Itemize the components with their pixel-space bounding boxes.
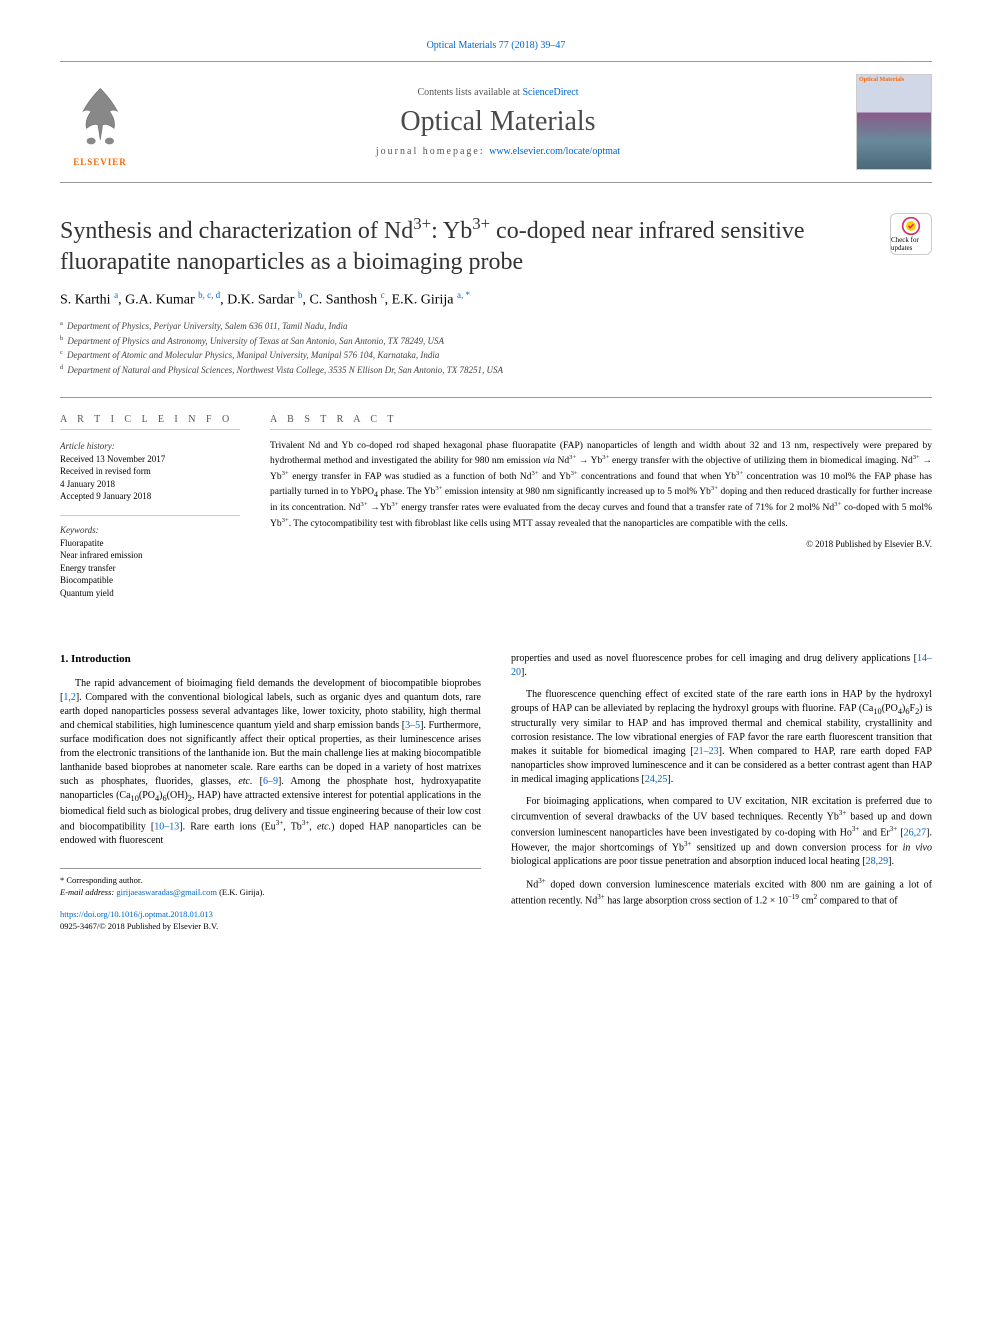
sciencedirect-link[interactable]: ScienceDirect: [522, 87, 578, 98]
abstract-heading: A B S T R A C T: [270, 414, 932, 430]
article-info-sidebar: A R T I C L E I N F O Article history: R…: [60, 414, 240, 612]
authors-line: S. Karthi a, G.A. Kumar b, c, d, D.K. Sa…: [60, 290, 932, 309]
check-updates-badge[interactable]: Check for updates: [890, 213, 932, 255]
journal-cover-thumbnail: Optical Materials: [856, 74, 932, 170]
body-paragraph: For bioimaging applications, when compar…: [511, 795, 932, 869]
body-two-column: 1. Introduction The rapid advancement of…: [60, 652, 932, 933]
affiliation-line: d Department of Natural and Physical Sci…: [60, 363, 932, 378]
contents-line: Contents lists available at ScienceDirec…: [140, 87, 856, 98]
crossmark-icon: [901, 216, 921, 236]
affiliation-line: a Department of Physics, Periyar Univers…: [60, 319, 932, 334]
article-info-heading: A R T I C L E I N F O: [60, 414, 240, 430]
elsevier-label: ELSEVIER: [73, 157, 127, 167]
affiliation-line: b Department of Physics and Astronomy, U…: [60, 334, 932, 349]
history-line: 4 January 2018: [60, 478, 240, 491]
section-1-heading: 1. Introduction: [60, 652, 481, 667]
doi-link[interactable]: https://doi.org/10.1016/j.optmat.2018.01…: [60, 909, 213, 919]
homepage-line: journal homepage: www.elsevier.com/locat…: [140, 146, 856, 157]
body-paragraph: Nd3+ doped down conversion luminescence …: [511, 877, 932, 908]
keyword-line: Near infrared emission: [60, 549, 240, 562]
affiliations-block: a Department of Physics, Periyar Univers…: [60, 319, 932, 377]
body-paragraph: properties and used as novel fluorescenc…: [511, 652, 932, 680]
keyword-line: Fluorapatite: [60, 537, 240, 550]
doi-block: https://doi.org/10.1016/j.optmat.2018.01…: [60, 909, 481, 933]
abstract-copyright: © 2018 Published by Elsevier B.V.: [270, 539, 932, 549]
body-paragraph: The rapid advancement of bioimaging fiel…: [60, 677, 481, 848]
history-line: Received in revised form: [60, 465, 240, 478]
homepage-link[interactable]: www.elsevier.com/locate/optmat: [489, 146, 620, 157]
keywords-label: Keywords:: [60, 524, 240, 537]
abstract-text: Trivalent Nd and Yb co-doped rod shaped …: [270, 440, 932, 531]
left-column: 1. Introduction The rapid advancement of…: [60, 652, 481, 933]
journal-header: ELSEVIER Contents lists available at Sci…: [60, 61, 932, 183]
right-column: properties and used as novel fluorescenc…: [511, 652, 932, 933]
history-line: Accepted 9 January 2018: [60, 490, 240, 503]
keyword-line: Energy transfer: [60, 562, 240, 575]
article-title: Synthesis and characterization of Nd3+: …: [60, 213, 932, 278]
affiliation-line: c Department of Atomic and Molecular Phy…: [60, 348, 932, 363]
history-line: Received 13 November 2017: [60, 453, 240, 466]
citation-header[interactable]: Optical Materials 77 (2018) 39–47: [60, 40, 932, 51]
keyword-line: Quantum yield: [60, 587, 240, 600]
body-paragraph: The fluorescence quenching effect of exc…: [511, 688, 932, 788]
keyword-line: Biocompatible: [60, 574, 240, 587]
history-lines: Received 13 November 2017Received in rev…: [60, 453, 240, 503]
keywords-list: FluorapatiteNear infrared emissionEnergy…: [60, 537, 240, 600]
author-email-link[interactable]: girijaeaswaradas@gmail.com: [116, 887, 217, 897]
issn-line: 0925-3467/© 2018 Published by Elsevier B…: [60, 921, 218, 931]
journal-title: Optical Materials: [140, 106, 856, 138]
corresponding-author-note: * Corresponding author. E-mail address: …: [60, 868, 481, 899]
elsevier-tree-icon: [66, 77, 135, 157]
abstract-column: A B S T R A C T Trivalent Nd and Yb co-d…: [270, 414, 932, 612]
elsevier-logo: ELSEVIER: [60, 77, 140, 167]
history-label: Article history:: [60, 440, 240, 453]
